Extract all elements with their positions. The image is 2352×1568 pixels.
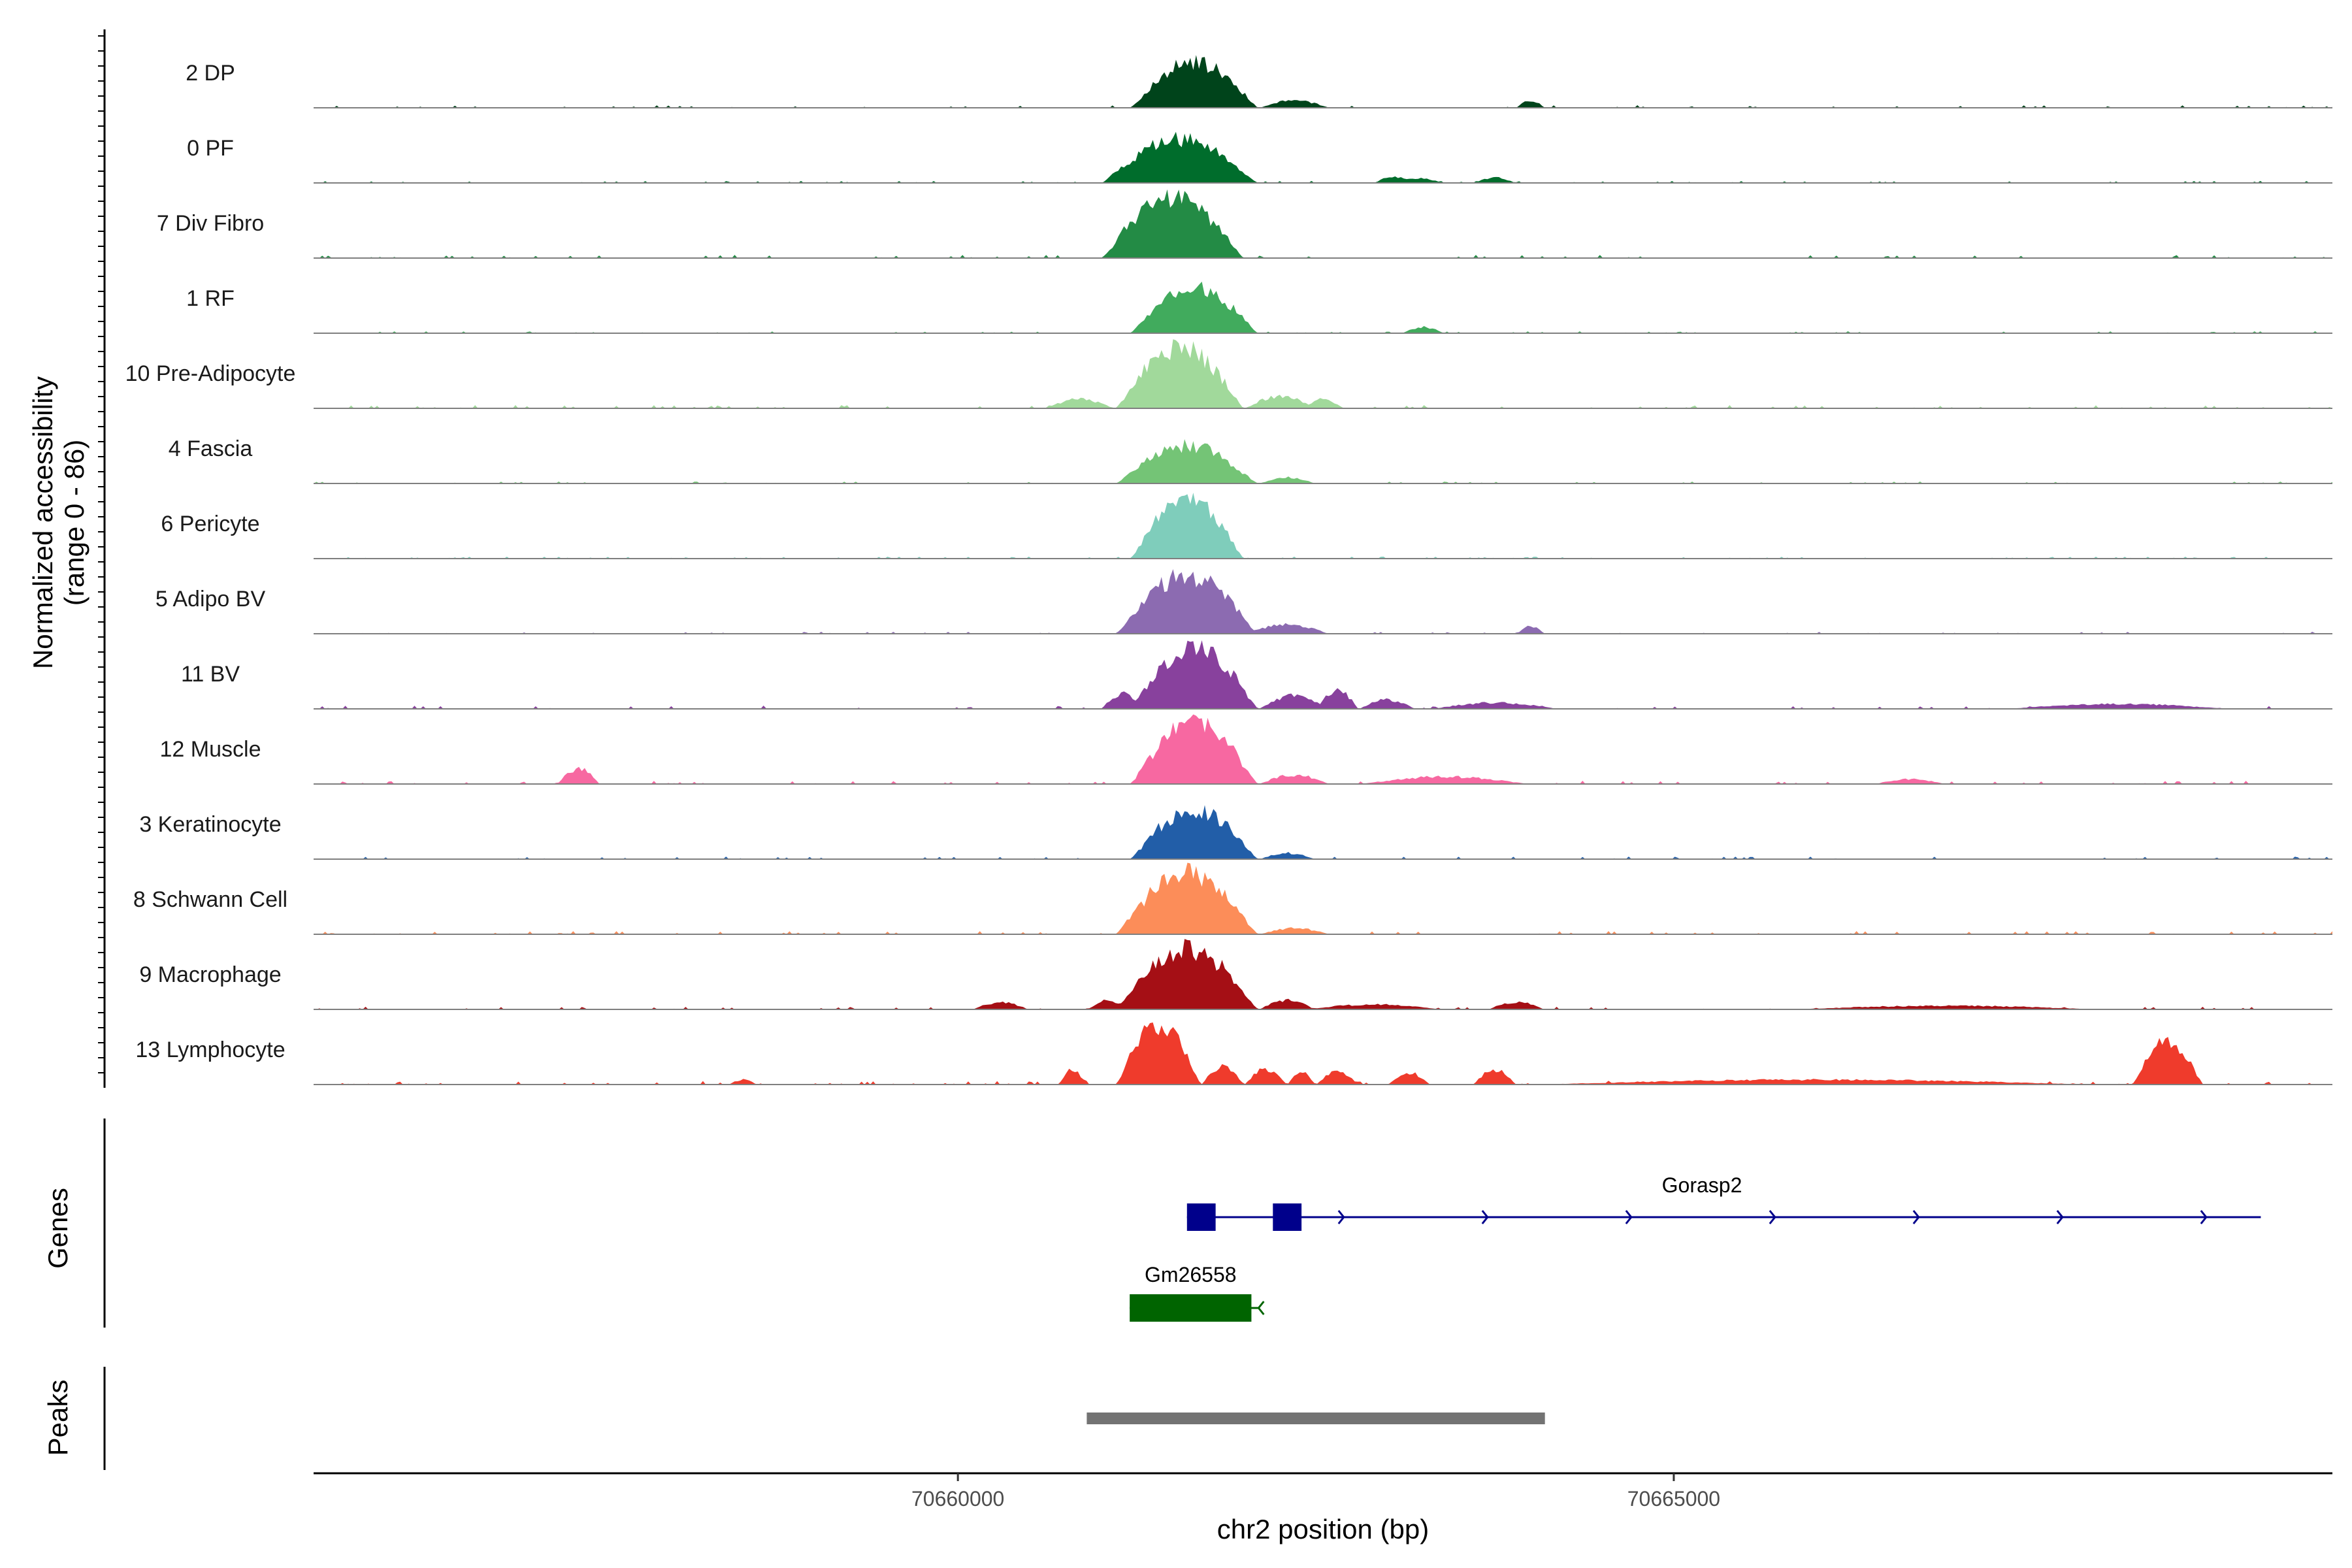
track-label: 1 RF [186,286,235,311]
track-label: 11 BV [181,662,240,687]
track-label: 8 Schwann Cell [133,887,287,912]
gene-Gm26558: Gm26558 [1130,1263,1265,1322]
coverage-area [314,493,2332,559]
track-3: 7 Div Fibro [157,189,2332,259]
exon [1186,1203,1216,1231]
coverage-area [314,131,2332,183]
x-tick-label: 70660000 [911,1487,1004,1511]
x-tick-label: 70665000 [1627,1487,1720,1511]
peaks-title: Peaks [42,1380,73,1456]
y-axis-title-line2: (range 0 - 86) [59,440,90,606]
track-8: 5 Adipo BV [155,569,2332,634]
track-label: 0 PF [187,136,234,161]
coverage-area [314,862,2332,934]
strand-arrow [2056,1210,2064,1224]
track-13: 9 Macrophage [139,939,2332,1010]
track-5: 10 Pre-Adipocyte [125,339,2332,409]
coverage-area [314,714,2332,784]
coverage-area [314,805,2332,859]
exon [1273,1203,1302,1231]
coverage-tracks: 2 DP 0 PF 7 Div Fibro 1 RF 10 Pre-Adipocyte 4… [125,55,2332,1085]
coverage-area [314,1022,2332,1085]
x-axis: 70660000 70665000 [314,1472,2332,1511]
track-label: 3 Keratinocyte [139,812,281,837]
x-axis-title: chr2 position (bp) [1217,1514,1429,1544]
track-label: 4 Fascia [169,436,253,461]
coverage-area [314,439,2332,483]
track-label: 12 Muscle [160,737,261,762]
track-6: 4 Fascia [169,436,2332,484]
peaks-panel [103,1367,1545,1470]
peak-region [1086,1413,1545,1424]
coverage-area [314,339,2332,408]
track-1: 2 DP [186,55,2332,108]
track-label: 10 Pre-Adipocyte [125,361,296,386]
gene-label: Gorasp2 [1662,1173,1742,1197]
coverage-area [314,939,2332,1009]
strand-arrow [1257,1301,1265,1315]
strand-arrow [1769,1210,1776,1224]
track-4: 1 RF [186,282,2332,334]
genes-panel: Gorasp2 Gm26558 [103,1119,2261,1328]
genes-title: Genes [42,1188,73,1269]
coverage-area [314,569,2332,634]
track-label: 9 Macrophage [139,962,281,987]
strand-arrow [1625,1210,1633,1224]
track-11: 3 Keratinocyte [139,805,2332,860]
track-label: 13 Lymphocyte [135,1037,285,1062]
track-10: 12 Muscle [160,714,2332,785]
coverage-area [314,282,2332,333]
track-2: 0 PF [187,131,2332,184]
y-axis [98,29,106,1088]
track-label: 7 Div Fibro [157,211,264,236]
strand-arrow [1337,1210,1345,1224]
gene-Gorasp2: Gorasp2 [1186,1173,2261,1231]
track-label: 5 Adipo BV [155,587,266,612]
gene-label: Gm26558 [1145,1263,1237,1286]
track-14: 13 Lymphocyte [135,1022,2332,1085]
exon [1130,1294,1252,1322]
track-7: 6 Pericyte [161,493,2332,559]
coverage-area [314,189,2332,258]
strand-arrow [1481,1210,1489,1224]
strand-arrow [1912,1210,1920,1224]
coverage-area [314,640,2332,709]
track-9: 11 BV [181,640,2332,710]
track-label: 2 DP [186,61,235,86]
track-12: 8 Schwann Cell [133,862,2332,935]
y-axis-title-line1: Normalized accessibility [27,376,58,669]
track-label: 6 Pericyte [161,512,259,536]
strand-arrow [2200,1210,2208,1224]
coverage-area [314,55,2332,108]
